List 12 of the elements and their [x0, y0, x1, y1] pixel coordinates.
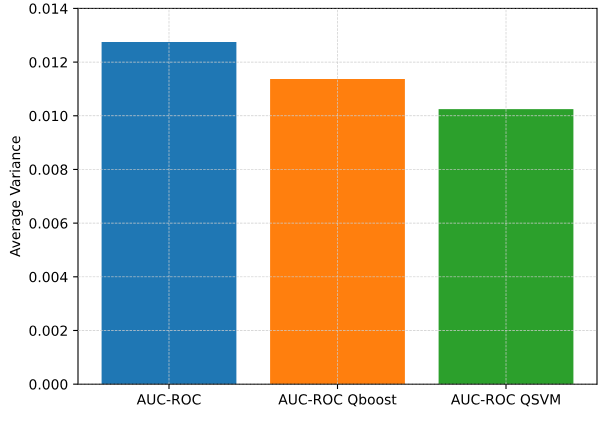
y-tick-label: 0.014	[29, 3, 68, 14]
y-tick-label: 0.004	[29, 272, 68, 282]
x-tick-label: AUC-ROC Qboost	[278, 394, 396, 406]
y-tick-label: 0.010	[29, 110, 68, 122]
y-tick-label: 0.008	[29, 164, 68, 175]
x-tick-label: AUC-ROC	[136, 394, 201, 405]
y-tick-label: 0.006	[29, 218, 68, 229]
x-tick-label: AUC-ROC QSVM	[450, 394, 560, 406]
y-tick-label: 0.000	[29, 379, 68, 390]
y-tick-label: 0.012	[29, 57, 67, 68]
y-tick-label: 0.002	[29, 325, 67, 336]
y-axis-title: Average Variance	[10, 136, 23, 257]
